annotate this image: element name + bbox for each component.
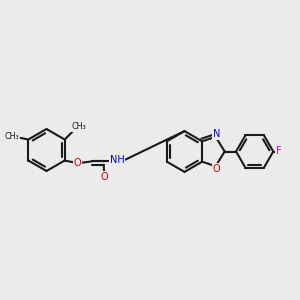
Text: CH₃: CH₃	[71, 122, 86, 131]
Text: N: N	[213, 129, 220, 139]
Text: O: O	[74, 158, 81, 168]
Text: O: O	[100, 172, 108, 182]
Text: O: O	[212, 164, 220, 174]
Text: NH: NH	[110, 154, 124, 165]
Text: F: F	[276, 146, 281, 157]
Text: CH₃: CH₃	[5, 132, 20, 141]
